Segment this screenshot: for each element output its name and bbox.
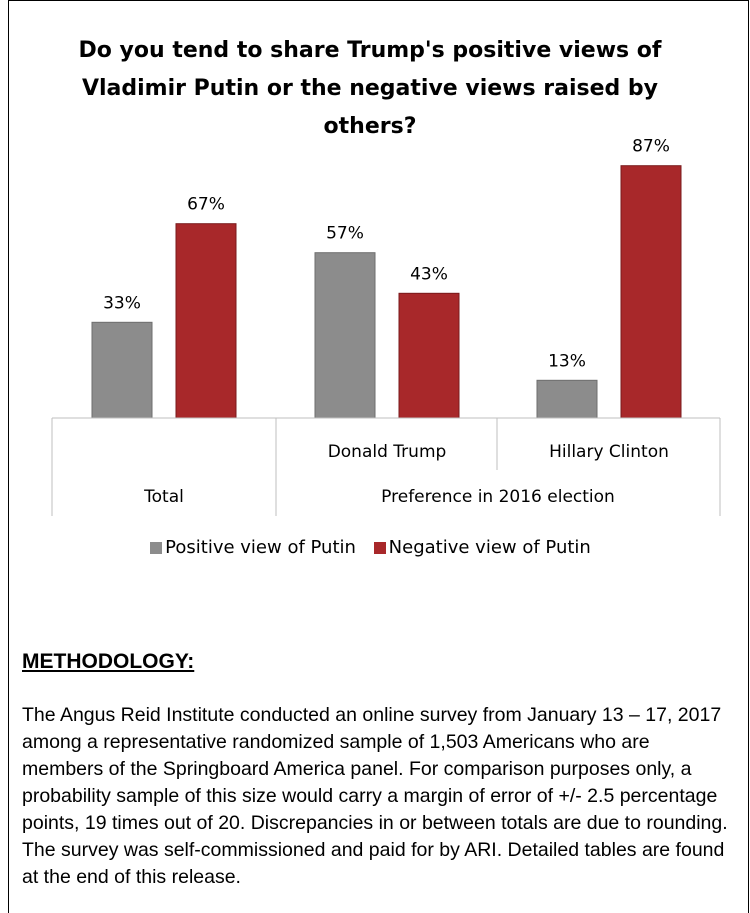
group-label-preference: Preference in 2016 election	[381, 487, 615, 507]
legend-label-negative: Negative view of Putin	[388, 537, 591, 558]
bar-positive-donald-trump	[314, 252, 376, 419]
report-frame	[8, 0, 749, 913]
methodology-heading: METHODOLOGY:	[22, 650, 195, 673]
data-label-negative-total: 67%	[187, 195, 225, 215]
legend-item-negative: Negative view of Putin	[373, 537, 591, 558]
bar-negative-hillary-clinton	[620, 165, 682, 419]
chart-title: Do you tend to share Trump's positive vi…	[78, 38, 662, 139]
methodology-body: The Angus Reid Institute conducted an on…	[22, 704, 728, 888]
bar-positive-total	[91, 321, 153, 419]
legend-label-positive: Positive view of Putin	[165, 537, 356, 558]
legend-swatch-negative	[373, 541, 386, 554]
data-label-positive-donald-trump: 57%	[326, 224, 364, 244]
bar-negative-total	[175, 223, 237, 419]
bar-chart: 33% 57% 13% 67% 43% 87% Total Donald Trump Hilla…	[51, 137, 721, 516]
data-label-negative-hillary-clinton: 87%	[632, 137, 670, 157]
bar-positive-hillary-clinton	[536, 379, 598, 419]
bar-negative-donald-trump	[398, 292, 460, 419]
chart-legend: Positive view of Putin Negative view of …	[0, 537, 741, 559]
data-label-positive-total: 33%	[103, 293, 141, 313]
data-label-negative-donald-trump: 43%	[410, 264, 448, 284]
category-label-total: Total	[143, 487, 184, 507]
category-label-donald-trump: Donald Trump	[328, 442, 447, 462]
category-label-hillary-clinton: Hillary Clinton	[549, 442, 669, 462]
data-label-positive-hillary-clinton: 13%	[548, 351, 586, 371]
legend-swatch-positive	[150, 541, 163, 554]
legend-item-positive: Positive view of Putin	[150, 537, 356, 558]
